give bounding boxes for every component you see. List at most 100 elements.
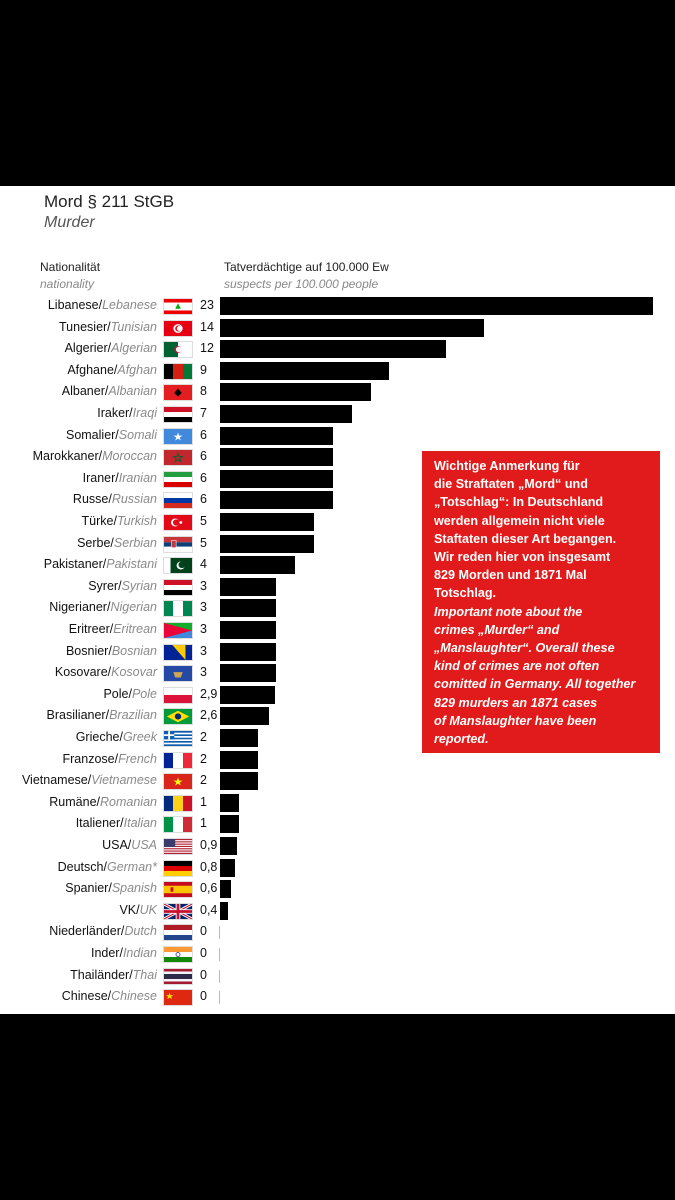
brazil-flag-icon bbox=[163, 708, 193, 726]
bar bbox=[220, 383, 371, 402]
row-label-en: Tunisian bbox=[110, 319, 157, 334]
bosnia-flag-icon bbox=[163, 643, 193, 661]
chart-row: Chinese/Chinese 0 bbox=[0, 987, 675, 1008]
row-label-en: Bosnian bbox=[111, 643, 157, 658]
row-label-de: Spanier/ bbox=[65, 881, 112, 896]
row-label: Marokkaner/Moroccan bbox=[33, 449, 157, 463]
iran-flag-icon bbox=[163, 470, 193, 488]
row-label: Iraner/Iranian bbox=[83, 471, 157, 485]
value-label: 2 bbox=[200, 751, 207, 766]
row-label: Inder/Indian bbox=[91, 946, 157, 960]
row-label: Chinese/Chinese bbox=[62, 989, 157, 1003]
chart-row: Pakistaner/Pakistani 4 bbox=[0, 555, 675, 576]
value-label: 3 bbox=[200, 643, 207, 658]
row-label-de: Albaner/ bbox=[61, 384, 109, 399]
chart-row: Brasilianer/Brazilian 2,6 bbox=[0, 706, 675, 727]
note-line-en: 829 murders an 1871 cases bbox=[434, 695, 598, 710]
value-label: 6 bbox=[200, 492, 207, 507]
chart-panel: Mord § 211 StGB Murder Nationalität nati… bbox=[0, 186, 675, 1014]
row-label-en: Brazilian bbox=[109, 708, 157, 723]
row-label: Syrer/Syrian bbox=[88, 579, 157, 593]
serbia-flag-icon bbox=[163, 535, 193, 553]
row-label-en: Romanian bbox=[100, 794, 157, 809]
chart-row: Vietnamese/Vietnamese 2 bbox=[0, 771, 675, 792]
bar bbox=[220, 707, 269, 726]
row-label-de: Russe/ bbox=[72, 492, 112, 507]
note-line-de: „Totschlag“: In Deutschland bbox=[434, 495, 604, 510]
afghanistan-flag-icon bbox=[163, 362, 193, 380]
row-label-de: Bosnier/ bbox=[65, 643, 112, 658]
value-label: 6 bbox=[200, 470, 207, 485]
tunisia-flag-icon bbox=[163, 319, 193, 337]
metric-header: Tatverdächtige auf 100.000 Ew bbox=[224, 260, 389, 274]
usa-flag-icon bbox=[163, 838, 193, 855]
row-label: Rumäne/Romanian bbox=[49, 795, 157, 809]
value-label: 2,6 bbox=[200, 708, 218, 723]
value-label: 2 bbox=[200, 773, 207, 788]
row-label-de: Brasilianer/ bbox=[46, 708, 110, 723]
row-label-en: Russian bbox=[111, 492, 157, 507]
bar bbox=[220, 426, 333, 445]
value-label: 0,9 bbox=[200, 838, 218, 852]
vietnam-flag-icon bbox=[163, 773, 193, 791]
chart-row: Tunesier/Tunisian 14 bbox=[0, 318, 675, 339]
row-label: Brasilianer/Brazilian bbox=[47, 708, 157, 722]
chart-row: Kosovare/Kosovar 3 bbox=[0, 663, 675, 684]
pakistan-flag-icon bbox=[163, 557, 193, 575]
bar bbox=[220, 405, 352, 423]
spain-flag-icon bbox=[163, 881, 193, 899]
lebanon-flag-icon bbox=[163, 298, 193, 315]
value-label: 9 bbox=[200, 362, 207, 377]
note-line-de: 829 Morden und 1871 Mal bbox=[434, 568, 587, 583]
germany-flag-icon bbox=[163, 859, 193, 877]
value-label: 3 bbox=[200, 665, 207, 680]
row-label-de: Rumäne/ bbox=[49, 794, 101, 809]
row-label: Russe/Russian bbox=[73, 492, 157, 506]
value-label: 5 bbox=[200, 535, 207, 550]
row-label-en: Thai bbox=[132, 967, 157, 982]
row-label-en: Turkish bbox=[116, 514, 157, 528]
chart-row: Inder/Indian 0 bbox=[0, 944, 675, 965]
value-label: 2,9 bbox=[200, 686, 218, 701]
italy-flag-icon bbox=[163, 816, 193, 834]
nationality-header: Nationalität bbox=[40, 260, 101, 274]
row-label-en: Iranian bbox=[118, 470, 157, 485]
note-line-en: kind of crimes are not often bbox=[434, 659, 600, 674]
zero-bar bbox=[219, 991, 220, 1005]
note-line-de: Staftaten dieser Art begangen. bbox=[434, 531, 617, 546]
row-label-de: Somalier/ bbox=[65, 427, 119, 442]
row-label: Albaner/Albanian bbox=[62, 384, 157, 398]
row-label: Grieche/Greek bbox=[76, 730, 157, 744]
note-box: Wichtige Anmerkung für die Straftaten „Mo… bbox=[422, 451, 660, 753]
value-label: 0 bbox=[200, 946, 207, 960]
row-label-en: Vietnamese bbox=[91, 773, 157, 788]
bar bbox=[220, 361, 390, 380]
value-label: 12 bbox=[200, 341, 214, 356]
row-label-de: VK/ bbox=[119, 902, 140, 917]
row-label-de: Italiener/ bbox=[75, 816, 124, 831]
row-label-en: Albanian bbox=[108, 384, 157, 399]
row-label-en: Serbian bbox=[113, 535, 157, 550]
algeria-flag-icon bbox=[163, 341, 193, 359]
bar bbox=[220, 318, 484, 337]
row-label-en: Indian bbox=[122, 946, 157, 960]
row-label: Thailänder/Thai bbox=[70, 968, 157, 982]
row-label: Eritreer/Eritrean bbox=[69, 622, 157, 636]
chart-row: Rumäne/Romanian 1 bbox=[0, 793, 675, 814]
value-label: 0,6 bbox=[200, 881, 218, 896]
row-label: USA/USA bbox=[102, 838, 157, 852]
row-label-de: Niederländer/ bbox=[49, 924, 125, 939]
row-label: Afghane/Afghan bbox=[67, 363, 157, 377]
bar bbox=[220, 534, 315, 553]
bar bbox=[220, 750, 258, 769]
greece-flag-icon bbox=[163, 730, 193, 747]
chart-row: Algerier/Algerian 12 bbox=[0, 339, 675, 360]
row-label-de: Nigerianer/ bbox=[49, 600, 111, 615]
bar bbox=[220, 793, 239, 812]
value-label: 4 bbox=[200, 557, 207, 572]
bar bbox=[220, 858, 236, 877]
row-label-de: Vietnamese/ bbox=[21, 773, 92, 788]
nationality-header-en: nationality bbox=[40, 277, 95, 291]
row-label-de: Chinese/ bbox=[61, 989, 112, 1004]
value-label: 0 bbox=[200, 967, 207, 982]
